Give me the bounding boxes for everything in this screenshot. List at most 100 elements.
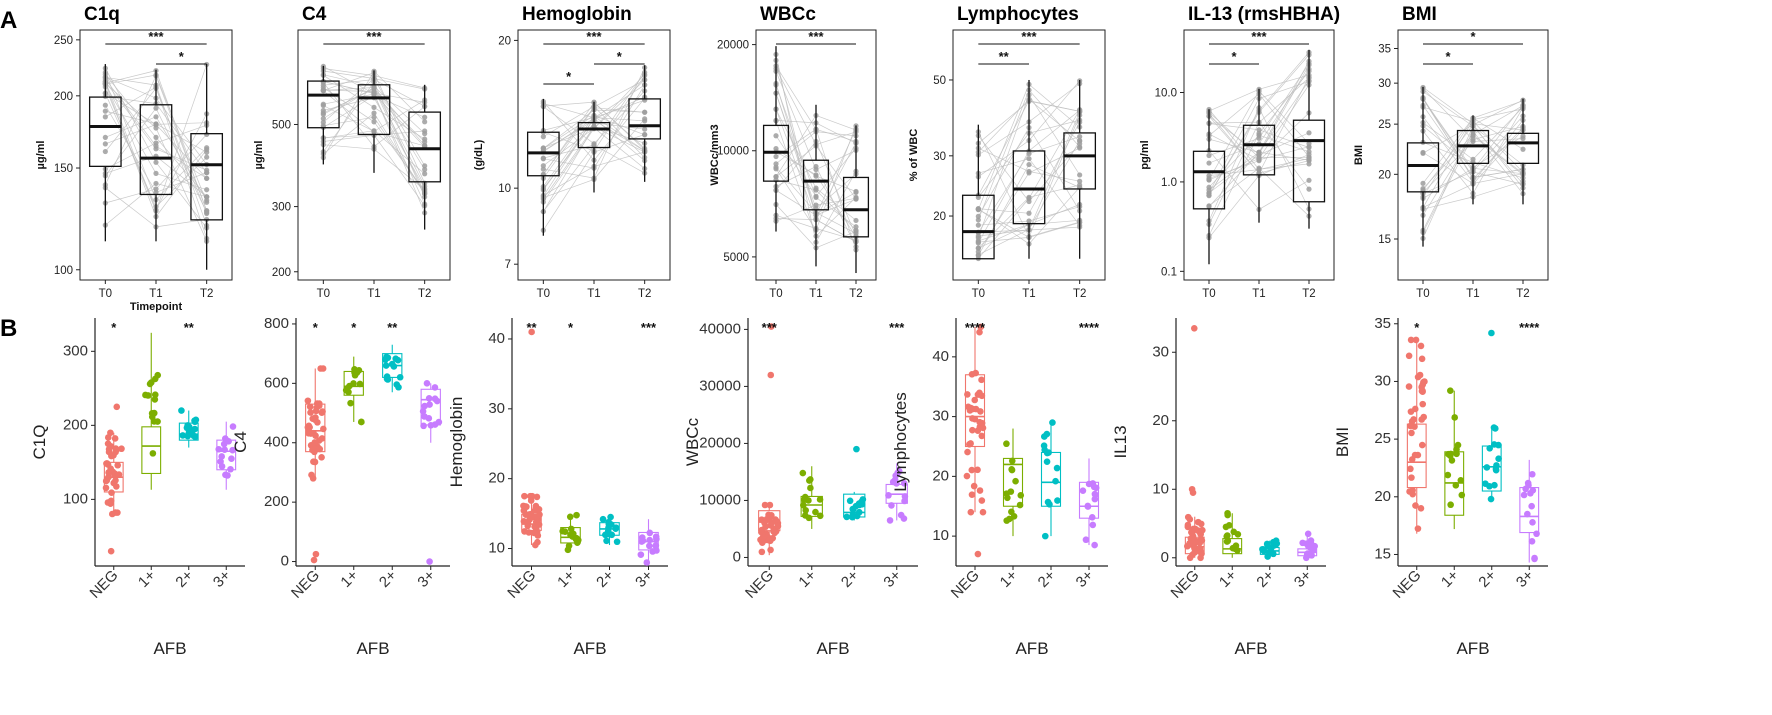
- y-tick-label: 30: [488, 400, 505, 417]
- y-tick-label: 20: [1152, 412, 1169, 429]
- data-point-3+: [221, 446, 228, 453]
- y-axis-title: Hemoglobin: [447, 397, 466, 488]
- y-tick-label: 500: [272, 119, 291, 131]
- data-point: [813, 166, 819, 173]
- outlier-point: [528, 328, 535, 336]
- data-point-1+: [342, 386, 350, 394]
- y-axis-title: C1Q: [30, 425, 49, 460]
- x-tick-label: T2: [1302, 288, 1315, 300]
- data-point-3+: [227, 465, 234, 473]
- x-tick-label: T0: [972, 288, 985, 300]
- data-point-NEG: [521, 492, 528, 500]
- x-tick-label: NEG: [742, 567, 777, 602]
- data-point: [853, 227, 859, 233]
- x-tick-label: 2+: [172, 567, 196, 591]
- data-point-NEG: [974, 466, 981, 474]
- data-point-3+: [637, 551, 645, 558]
- data-point: [1026, 168, 1032, 175]
- data-point-3+: [653, 535, 660, 543]
- data-point: [773, 164, 779, 170]
- data-point-NEG: [774, 522, 782, 530]
- data-point-1+: [1007, 488, 1015, 495]
- significance-label: **: [184, 320, 195, 335]
- x-tick-label: T1: [149, 288, 162, 300]
- data-point: [371, 110, 377, 116]
- data-point-NEG: [105, 448, 113, 456]
- data-point-3+: [425, 395, 433, 402]
- chart-title: C4: [302, 4, 327, 25]
- data-point-NEG: [976, 328, 983, 336]
- data-point-3+: [1528, 502, 1535, 510]
- x-tick-label: 3+: [1073, 567, 1097, 591]
- outlier-point: [1488, 329, 1495, 337]
- data-point: [1256, 166, 1262, 172]
- data-point-NEG: [766, 501, 774, 509]
- y-tick-label: 40: [932, 348, 949, 365]
- data-point-NEG: [1407, 422, 1414, 430]
- data-point-1+: [1016, 501, 1024, 509]
- data-point: [204, 154, 210, 160]
- box-T2: [190, 133, 224, 221]
- data-point-3+: [421, 402, 428, 410]
- data-point-NEG: [309, 446, 316, 454]
- chart-title: IL-13 (rmsHBHA): [1188, 4, 1340, 25]
- x-tick-label: 2+: [593, 567, 617, 591]
- data-point: [422, 166, 428, 173]
- data-point: [1206, 160, 1212, 166]
- x-tick-label: 1+: [1216, 567, 1240, 591]
- x-tick-label: T0: [1416, 288, 1429, 300]
- data-point-NEG: [968, 466, 976, 474]
- data-point: [773, 153, 779, 160]
- data-point: [1077, 137, 1083, 144]
- data-point: [153, 114, 159, 120]
- data-point-NEG: [964, 391, 971, 398]
- data-point-NEG: [977, 323, 985, 331]
- data-point-3+: [1302, 554, 1310, 562]
- data-point-2+: [191, 425, 199, 433]
- data-point-NEG: [963, 472, 971, 480]
- data-point-1+: [807, 484, 814, 492]
- x-tick-label: T0: [537, 288, 550, 300]
- data-point: [1256, 151, 1262, 157]
- comparison-label: *: [566, 69, 572, 84]
- data-point: [1026, 156, 1032, 162]
- data-point-2+: [392, 355, 400, 362]
- significance-label: ****: [965, 320, 986, 335]
- data-point: [1420, 150, 1426, 156]
- x-tick-label: NEG: [87, 567, 122, 602]
- data-point: [153, 180, 159, 187]
- data-point-1+: [801, 493, 809, 501]
- data-point-3+: [431, 395, 439, 403]
- data-point-2+: [382, 362, 390, 369]
- data-point-NEG: [1184, 521, 1192, 529]
- data-point-NEG: [309, 475, 317, 482]
- data-point-2+: [383, 375, 391, 383]
- data-point: [320, 82, 326, 88]
- chart-panel-a-1: C4 200 300 500 µg/ml T0 T1 T2 ***: [253, 4, 451, 300]
- data-point-NEG: [978, 497, 986, 504]
- data-point-2+: [1482, 480, 1489, 487]
- data-point-NEG: [1198, 537, 1206, 544]
- y-tick-label: 20: [1378, 169, 1391, 181]
- significance-label: *: [351, 320, 357, 335]
- data-point-1+: [347, 399, 354, 407]
- data-point: [102, 134, 108, 141]
- y-axis-title: WBCc: [683, 417, 702, 466]
- y-tick-label: 100: [54, 265, 73, 277]
- significance-label: ***: [762, 320, 778, 335]
- data-point-1+: [561, 528, 569, 535]
- x-axis-title: AFB: [153, 639, 186, 658]
- data-point-2+: [605, 530, 613, 538]
- data-point-1+: [800, 501, 807, 509]
- data-point-NEG: [1197, 554, 1204, 562]
- data-point: [422, 136, 428, 142]
- data-point-NEG: [118, 445, 125, 453]
- data-point-NEG: [974, 427, 982, 434]
- data-point: [102, 141, 108, 147]
- x-tick-label: 1+: [554, 567, 578, 591]
- x-tick-label: T0: [317, 288, 330, 300]
- data-point-1+: [1444, 471, 1452, 479]
